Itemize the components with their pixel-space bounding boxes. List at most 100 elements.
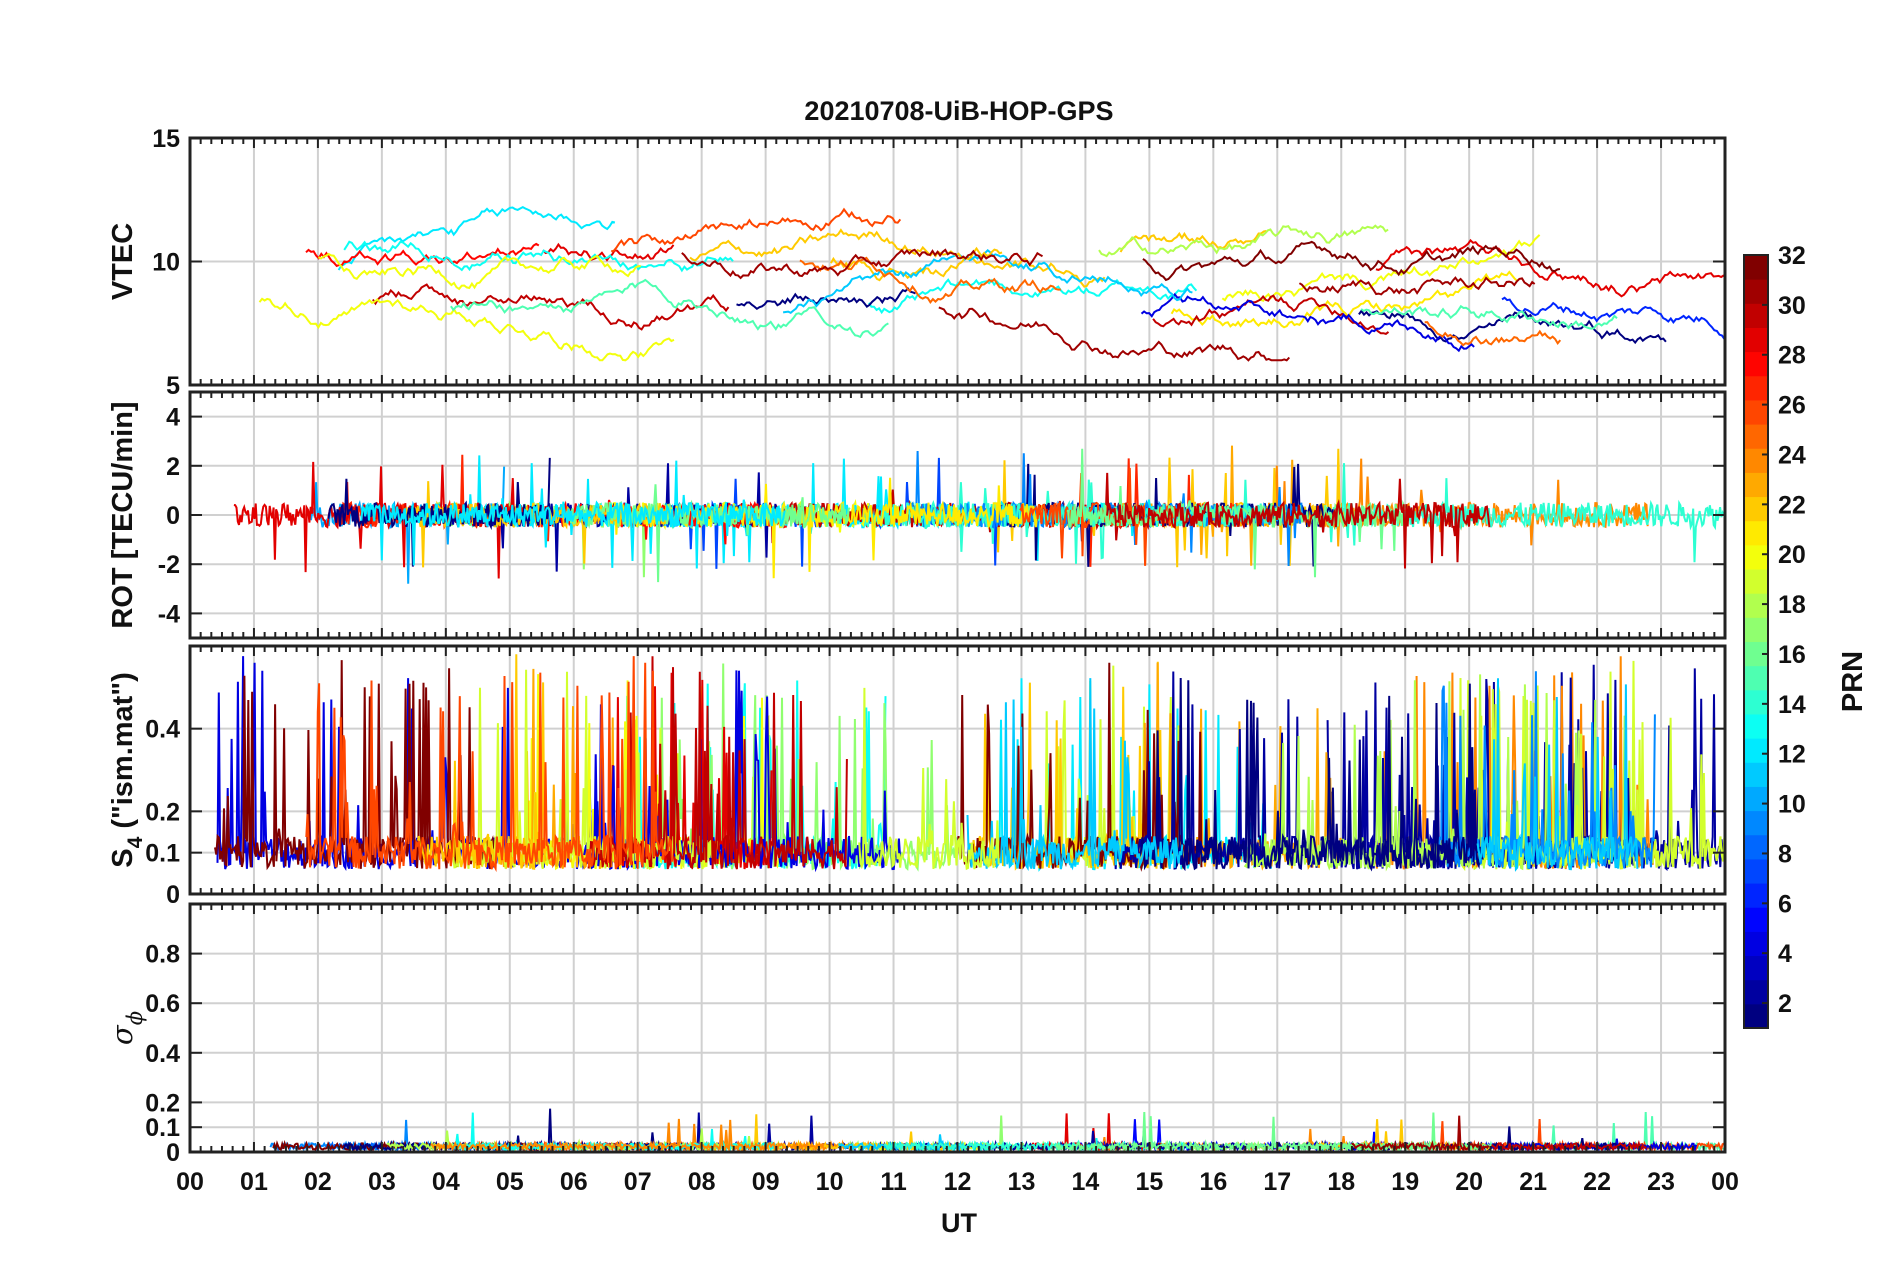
x-axis-label: UT — [941, 1208, 977, 1238]
panel-rot: -4 -2 0 2 4 ROT [TECU/min] — [107, 390, 1727, 640]
colorbar-frame — [1743, 254, 1769, 1029]
prn-trace — [305, 242, 540, 268]
y-tick-label: 0.2 — [145, 798, 180, 826]
y-tick-label: 0.4 — [145, 716, 180, 744]
x-tick-label: 00 — [176, 1168, 204, 1196]
chart-title: 20210708-UiB-HOP-GPS — [804, 96, 1113, 126]
colorbar-segment — [1744, 375, 1768, 401]
colorbar-segment — [1744, 713, 1768, 739]
x-tick-label: 22 — [1583, 1168, 1611, 1196]
colorbar-tick-label: 24 — [1778, 441, 1806, 469]
prn-trace — [1490, 1139, 1647, 1152]
prn-trace — [337, 205, 616, 271]
colorbar-tick-label: 10 — [1778, 791, 1806, 819]
prn-trace — [1106, 478, 1491, 569]
x-tick-label: 14 — [1072, 1168, 1100, 1196]
colorbar-segment — [1744, 979, 1768, 1005]
x-tick-label: 16 — [1199, 1168, 1227, 1196]
y-tick-label: 5 — [166, 372, 180, 400]
colorbar-tick-label: 30 — [1778, 292, 1806, 320]
prn-trace — [782, 248, 1193, 314]
ticks-s4 — [189, 646, 1726, 895]
prn-trace — [607, 477, 1044, 579]
colorbar-segment — [1744, 955, 1768, 981]
y-tick-label: 0.6 — [145, 990, 180, 1018]
prn-trace — [1142, 240, 1561, 282]
prn-trace — [1119, 230, 1267, 253]
y-axis-label-rot: ROT [TECU/min] — [107, 401, 139, 628]
colorbar-segment — [1744, 858, 1768, 884]
y-tick-label: 0.8 — [145, 941, 180, 969]
x-tick-label: 20 — [1455, 1168, 1483, 1196]
x-tick-label: 08 — [688, 1168, 716, 1196]
y-tick-label: 0.2 — [145, 1089, 180, 1117]
prn-trace — [1138, 677, 1492, 872]
colorbar-segment — [1744, 907, 1768, 932]
y-tick-label: -2 — [158, 551, 180, 579]
colorbar-segment — [1744, 931, 1768, 957]
prn-trace — [611, 207, 902, 253]
x-tick-label: 04 — [432, 1168, 460, 1196]
y-tick-label: 0.1 — [145, 840, 180, 868]
colorbar-segment — [1744, 810, 1768, 836]
panel-sigma_phi: 00.10.2 0.4 0.6 0.8 σϕ — [105, 902, 1727, 1167]
colorbar-label: PRN — [1837, 651, 1869, 712]
x-tick-label: 00 — [1711, 1168, 1739, 1196]
y-tick-label: 0 — [166, 1139, 180, 1167]
x-tick-label: 10 — [816, 1168, 844, 1196]
colorbar-tick-label: 2 — [1778, 990, 1792, 1018]
prn-trace — [1360, 304, 1618, 330]
colorbar-segment — [1744, 1003, 1768, 1029]
x-tick-label: 13 — [1008, 1168, 1036, 1196]
colorbar-tick-label: 6 — [1778, 890, 1792, 918]
x-tick-label: 01 — [240, 1168, 268, 1196]
traces-s4 — [214, 654, 1725, 873]
ticks-vtec — [189, 137, 1726, 386]
colorbar-tick-label: 26 — [1778, 392, 1806, 420]
x-tick-label: 02 — [304, 1168, 332, 1196]
traces-vtec — [258, 205, 1725, 362]
prn-trace — [868, 278, 1198, 315]
colorbar-segment — [1744, 593, 1768, 618]
colorbar-segment — [1744, 786, 1768, 812]
colorbar-segment — [1744, 424, 1768, 449]
x-axis: 00 01 02 03 04 05 06 07 08 09 10 11 12 13 14 15 16 17 18 19… — [176, 1168, 1739, 1196]
y-tick-label: 4 — [166, 404, 180, 432]
colorbar-segment — [1744, 689, 1768, 715]
grid-sigma_phi — [190, 904, 1725, 1152]
y-axis-label-sigma_phi: σϕ — [105, 1011, 147, 1045]
y-tick-label: 0 — [166, 502, 180, 530]
prn-trace — [566, 484, 851, 583]
prn-trace — [1476, 678, 1639, 872]
ticks-sigma_phi — [189, 904, 1726, 1153]
colorbar-segment — [1744, 762, 1768, 787]
prn-trace — [305, 656, 674, 873]
colorbar-tick-label: 22 — [1778, 491, 1806, 519]
y-tick-label: 2 — [166, 453, 180, 481]
y-tick-label: 15 — [152, 125, 180, 153]
colorbar-tick-label: 18 — [1778, 591, 1806, 619]
prn-trace — [1424, 321, 1562, 347]
colorbar-segment — [1744, 665, 1768, 691]
prn-trace — [343, 240, 734, 273]
x-tick-label: 06 — [560, 1168, 588, 1196]
x-tick-label: 03 — [368, 1168, 396, 1196]
prn-trace — [689, 228, 1003, 262]
x-tick-label: 17 — [1263, 1168, 1291, 1196]
colorbar-segment — [1744, 834, 1768, 860]
x-tick-label: 21 — [1519, 1168, 1547, 1196]
colorbar-tick-label: 8 — [1778, 840, 1792, 868]
y-axis-label-s4: S4 ("ism.mat") — [107, 672, 147, 868]
prn-trace — [360, 494, 786, 566]
colorbar-tick-label: 14 — [1778, 691, 1806, 719]
x-tick-label: 15 — [1135, 1168, 1163, 1196]
prn-trace — [317, 252, 641, 291]
prn-trace — [799, 256, 1061, 305]
colorbar-tick-label: 4 — [1778, 940, 1792, 968]
panel-vtec: 5 10 15 VTEC — [107, 125, 1727, 400]
prn-trace — [1501, 296, 1725, 340]
colorbar-segment — [1744, 496, 1768, 522]
colorbar-segment — [1744, 738, 1768, 763]
colorbar-tick-label: 12 — [1778, 741, 1806, 769]
